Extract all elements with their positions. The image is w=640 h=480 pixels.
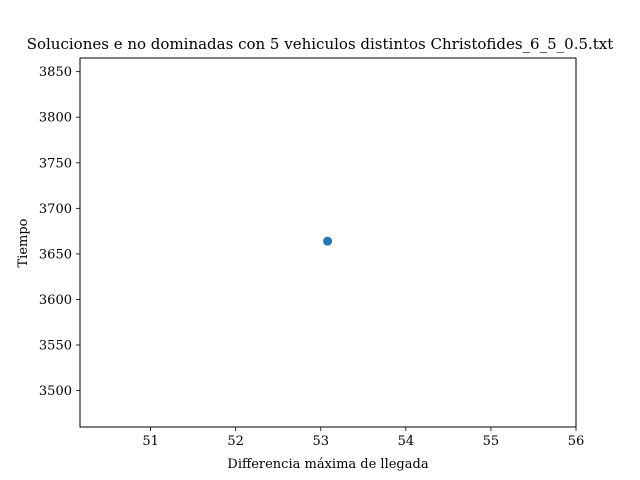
x-tick-label: 56 (568, 434, 585, 449)
y-tick-label: 3550 (39, 339, 72, 354)
x-axis: 51 52 53 54 55 56 (142, 427, 584, 449)
x-tick-label: 52 (227, 434, 244, 449)
x-tick-label: 53 (312, 434, 329, 449)
data-point (323, 236, 333, 246)
x-tick-label: 51 (142, 434, 159, 449)
chart-title: Soluciones e no dominadas con 5 vehiculo… (27, 35, 614, 53)
y-axis-label: Tiempo (16, 218, 31, 267)
data-points (323, 236, 333, 246)
y-tick-label: 3800 (39, 111, 72, 126)
y-tick-label: 3850 (39, 65, 72, 80)
x-tick-label: 55 (483, 434, 500, 449)
y-tick-label: 3600 (39, 293, 72, 308)
y-tick-label: 3750 (39, 156, 72, 171)
x-axis-label: Differencia máxima de llegada (227, 457, 428, 472)
y-tick-label: 3650 (39, 247, 72, 262)
y-axis: 3500 3550 3600 3650 3700 3750 3800 3850 (39, 65, 80, 399)
y-tick-label: 3500 (39, 384, 72, 399)
x-tick-label: 54 (398, 434, 415, 449)
y-tick-label: 3700 (39, 202, 72, 217)
plot-area (79, 57, 577, 428)
